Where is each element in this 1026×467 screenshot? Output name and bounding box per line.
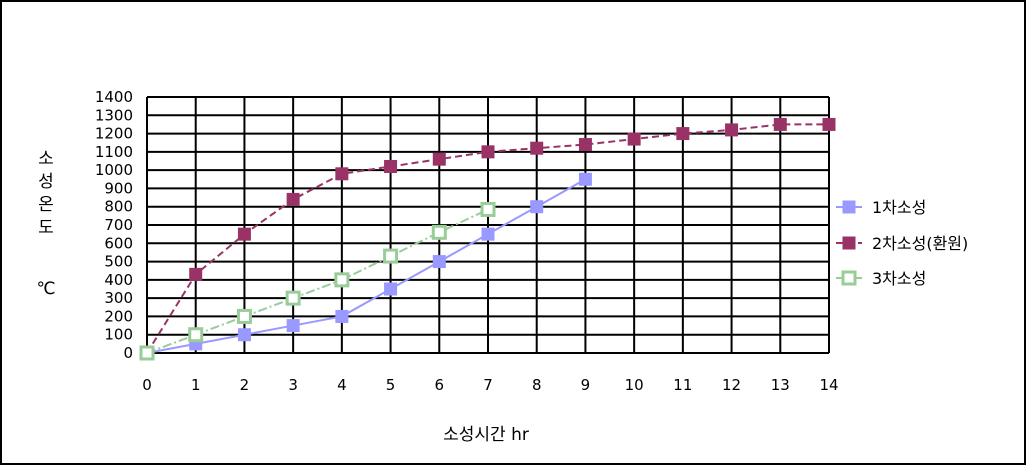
y-tick-label: 300	[104, 289, 133, 307]
series-1-point	[384, 282, 398, 296]
x-axis-title: 소성시간 hr	[443, 425, 529, 445]
series-1-point	[335, 309, 349, 323]
series-3-point	[188, 327, 204, 343]
legend-marker-3	[841, 270, 857, 286]
series-2-point	[725, 123, 739, 137]
legend-label-1: 1차소성	[872, 198, 926, 217]
y-tick-label: 1300	[95, 106, 133, 124]
series-2-point	[822, 117, 836, 131]
series-1-point	[286, 319, 300, 333]
x-tick-label: 3	[288, 376, 298, 394]
y-axis-title-char: 성	[38, 172, 54, 192]
x-tick-label: 8	[532, 376, 542, 394]
grid	[146, 96, 830, 354]
series-2-point	[384, 159, 398, 173]
series-2-point	[530, 141, 544, 155]
series-2-point	[773, 117, 787, 131]
y-axis-title-char: 도	[38, 218, 54, 238]
legend-label-2: 2차소성(환원)	[872, 234, 968, 253]
y-tick-label: 400	[104, 271, 133, 289]
y-axis-title-char: 소	[38, 149, 54, 169]
series-line-3	[146, 208, 489, 354]
y-tick-label: 200	[104, 307, 133, 325]
series-3-point	[431, 224, 447, 240]
series-2-point	[627, 132, 641, 146]
y-tick-label: 100	[104, 326, 133, 344]
y-tick-label: 600	[104, 234, 133, 252]
y-tick-label: 700	[104, 216, 133, 234]
legend: 1차소성 2차소성(환원) 3차소성	[836, 198, 968, 288]
x-tick-label: 6	[435, 376, 445, 394]
y-tick-label: 900	[104, 179, 133, 197]
x-tick-label: 13	[771, 376, 790, 394]
series-layer	[139, 117, 836, 361]
series-2-point	[676, 127, 690, 141]
series-2-point	[481, 145, 495, 159]
legend-entry: 1차소성	[836, 198, 926, 217]
x-tick-label: 7	[483, 376, 493, 394]
series-2-point	[578, 138, 592, 152]
x-tick-label: 1	[191, 376, 201, 394]
x-tick-label: 12	[722, 376, 741, 394]
x-tick-label: 0	[142, 376, 152, 394]
series-1-point	[578, 172, 592, 186]
axis-titles: 소성시간 hr 소 성 온 도 ℃	[36, 149, 528, 445]
legend-entry: 3차소성	[836, 269, 926, 288]
series-1-point	[237, 328, 251, 342]
series-3-point	[480, 201, 496, 217]
series-3-point	[139, 345, 155, 361]
series-3-point	[334, 272, 350, 288]
legend-label-3: 3차소성	[872, 269, 926, 288]
series-1-point	[432, 255, 446, 269]
series-2-point	[432, 152, 446, 166]
legend-marker-2	[842, 236, 856, 250]
x-tick-label: 10	[625, 376, 644, 394]
series-2-point	[286, 192, 300, 206]
y-tick-label: 1200	[95, 125, 133, 143]
y-tick-label: 1400	[95, 88, 133, 106]
tick-labels: 0100200300400500600700800900100011001200…	[95, 88, 839, 394]
x-tick-label: 9	[581, 376, 591, 394]
y-tick-label: 800	[104, 198, 133, 216]
series-line-1	[146, 178, 586, 354]
legend-marker-1	[842, 200, 856, 214]
series-3-point	[236, 308, 252, 324]
series-1-point	[530, 200, 544, 214]
series-2-point	[335, 167, 349, 181]
y-tick-label: 1000	[95, 161, 133, 179]
series-3-point	[383, 248, 399, 264]
x-tick-label: 5	[386, 376, 396, 394]
y-tick-label: 0	[123, 344, 133, 362]
x-tick-label: 2	[240, 376, 250, 394]
y-tick-label: 500	[104, 253, 133, 271]
legend-entry: 2차소성(환원)	[836, 234, 968, 253]
x-tick-label: 4	[337, 376, 347, 394]
series-2-point	[237, 227, 251, 241]
series-2-point	[189, 267, 203, 281]
y-tick-label: 1100	[95, 143, 133, 161]
series-1-point	[481, 227, 495, 241]
y-axis-title-char: 온	[38, 195, 54, 215]
series-3-point	[285, 290, 301, 306]
x-tick-label: 11	[673, 376, 692, 394]
y-axis-unit: ℃	[36, 279, 55, 299]
x-tick-label: 14	[819, 376, 838, 394]
